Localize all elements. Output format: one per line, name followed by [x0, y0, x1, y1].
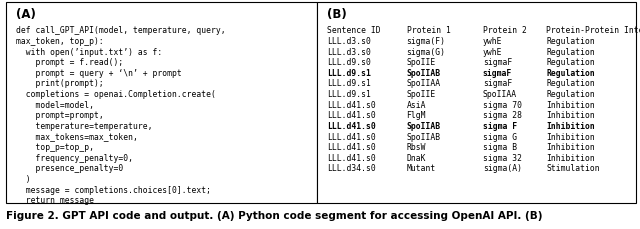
- Text: Inhibition: Inhibition: [547, 133, 595, 142]
- Text: SpoIIAB: SpoIIAB: [406, 122, 440, 131]
- Text: message = completions.choices[0].text;: message = completions.choices[0].text;: [16, 186, 211, 195]
- Text: max_tokens=max_token,: max_tokens=max_token,: [16, 133, 138, 142]
- Text: def call_GPT_API(model, temperature, query,: def call_GPT_API(model, temperature, que…: [16, 26, 225, 35]
- Text: max_token, top_p):: max_token, top_p):: [16, 37, 104, 46]
- Text: SpoIIE: SpoIIE: [406, 90, 436, 99]
- Text: sigmaF: sigmaF: [483, 69, 512, 78]
- Text: LLL.d34.s0: LLL.d34.s0: [327, 164, 376, 173]
- Text: ywhE: ywhE: [483, 48, 502, 57]
- Text: SpoIIAB: SpoIIAB: [406, 133, 440, 142]
- Text: FlgM: FlgM: [406, 111, 426, 120]
- Text: ): ): [16, 175, 30, 184]
- Text: sigmaF: sigmaF: [483, 58, 512, 67]
- Text: LLL.d41.s0: LLL.d41.s0: [327, 154, 376, 163]
- Text: Regulation: Regulation: [547, 37, 595, 46]
- Text: Stimulation: Stimulation: [547, 164, 600, 173]
- Text: SpoIIAA: SpoIIAA: [483, 90, 517, 99]
- Text: temperature=temperature,: temperature=temperature,: [16, 122, 152, 131]
- Text: AsiA: AsiA: [406, 101, 426, 110]
- Text: SpoIIAA: SpoIIAA: [406, 79, 440, 88]
- Text: completions = openai.Completion.create(: completions = openai.Completion.create(: [16, 90, 216, 99]
- Text: LLL.d9.s1: LLL.d9.s1: [327, 69, 371, 78]
- Text: Protein 1: Protein 1: [406, 26, 451, 35]
- Text: Regulation: Regulation: [547, 69, 595, 78]
- Text: sigma 32: sigma 32: [483, 154, 522, 163]
- Text: LLL.d41.s0: LLL.d41.s0: [327, 111, 376, 120]
- Text: Inhibition: Inhibition: [547, 143, 595, 152]
- Text: presence_penalty=0: presence_penalty=0: [16, 164, 123, 173]
- Text: LLL.d9.s0: LLL.d9.s0: [327, 58, 371, 67]
- Text: sigma(G): sigma(G): [406, 48, 445, 57]
- FancyBboxPatch shape: [6, 2, 317, 203]
- Text: Inhibition: Inhibition: [547, 111, 595, 120]
- Text: sigma 70: sigma 70: [483, 101, 522, 110]
- Text: LLL.d9.s1: LLL.d9.s1: [327, 79, 371, 88]
- FancyBboxPatch shape: [317, 2, 636, 203]
- Text: LLL.d41.s0: LLL.d41.s0: [327, 101, 376, 110]
- Text: SpoIIAB: SpoIIAB: [406, 69, 440, 78]
- Text: sigma(A): sigma(A): [483, 164, 522, 173]
- Text: prompt = query + ‘\n’ + prompt: prompt = query + ‘\n’ + prompt: [16, 69, 182, 78]
- Text: Regulation: Regulation: [547, 58, 595, 67]
- Text: SpoIIE: SpoIIE: [406, 58, 436, 67]
- Text: Inhibition: Inhibition: [547, 122, 595, 131]
- Text: Figure 2. GPT API code and output. (A) Python code segment for accessing OpenAI : Figure 2. GPT API code and output. (A) P…: [6, 211, 543, 221]
- Text: prompt=prompt,: prompt=prompt,: [16, 111, 104, 120]
- Text: LLL.d3.s0: LLL.d3.s0: [327, 37, 371, 46]
- Text: (B): (B): [327, 8, 347, 21]
- Text: Regulation: Regulation: [547, 48, 595, 57]
- Text: (A): (A): [16, 8, 36, 21]
- Text: ywhE: ywhE: [483, 37, 502, 46]
- Text: sigma G: sigma G: [483, 133, 517, 142]
- Text: frequency_penalty=0,: frequency_penalty=0,: [16, 154, 132, 163]
- Text: Protein-Protein Interaction: Protein-Protein Interaction: [547, 26, 640, 35]
- Text: sigma B: sigma B: [483, 143, 517, 152]
- Text: Protein 2: Protein 2: [483, 26, 527, 35]
- Text: RbsW: RbsW: [406, 143, 426, 152]
- Text: top_p=top_p,: top_p=top_p,: [16, 143, 93, 152]
- Text: sigmaF: sigmaF: [483, 79, 512, 88]
- Text: DnaK: DnaK: [406, 154, 426, 163]
- Text: LLL.d41.s0: LLL.d41.s0: [327, 143, 376, 152]
- Text: Regulation: Regulation: [547, 90, 595, 99]
- Text: LLL.d9.s1: LLL.d9.s1: [327, 90, 371, 99]
- Text: print(prompt);: print(prompt);: [16, 79, 104, 88]
- Text: with open(’input.txt’) as f:: with open(’input.txt’) as f:: [16, 48, 162, 57]
- Text: Inhibition: Inhibition: [547, 101, 595, 110]
- Text: prompt = f.read();: prompt = f.read();: [16, 58, 123, 67]
- Text: model=model,: model=model,: [16, 101, 93, 110]
- Text: LLL.d41.s0: LLL.d41.s0: [327, 122, 376, 131]
- Text: Sentence ID: Sentence ID: [327, 26, 381, 35]
- Text: LLL.d41.s0: LLL.d41.s0: [327, 133, 376, 142]
- Text: Inhibition: Inhibition: [547, 154, 595, 163]
- Text: LLL.d3.s0: LLL.d3.s0: [327, 48, 371, 57]
- Text: Regulation: Regulation: [547, 79, 595, 88]
- Text: sigma 28: sigma 28: [483, 111, 522, 120]
- Text: sigma F: sigma F: [483, 122, 517, 131]
- Text: sigma(F): sigma(F): [406, 37, 445, 46]
- Text: return message: return message: [16, 196, 93, 205]
- Text: Mutant: Mutant: [406, 164, 436, 173]
